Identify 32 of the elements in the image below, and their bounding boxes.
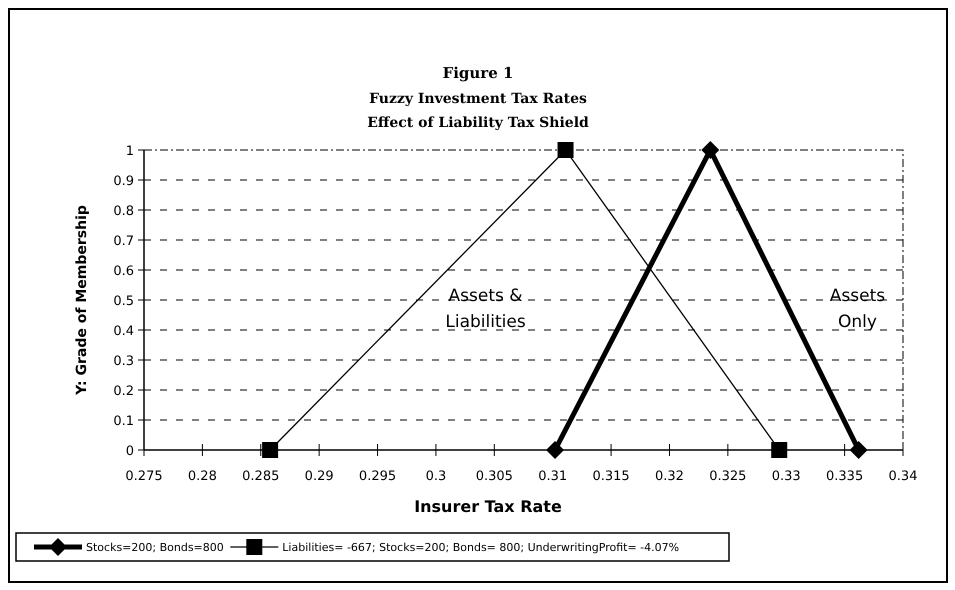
y-tick-label: 0.4: [113, 324, 134, 339]
x-tick-label: 0.305: [476, 469, 513, 484]
x-axis-title: Insurer Tax Rate: [414, 497, 562, 516]
y-tick-label: 0.6: [113, 264, 134, 279]
y-tick-label: 0.1: [113, 414, 134, 429]
x-tick-label: 0.28: [188, 469, 217, 484]
y-tick-label: 0.7: [113, 234, 134, 249]
x-tick-label: 0.275: [125, 469, 163, 484]
annotation: Assets Only: [830, 286, 886, 332]
y-tick-label: 0.8: [113, 204, 134, 219]
x-tick-label: 0.325: [709, 469, 746, 484]
x-tick-label: 0.33: [772, 469, 801, 484]
x-tick-label: 0.31: [538, 469, 568, 484]
x-tick-label: 0.335: [826, 469, 864, 484]
x-tick-label: 0.3: [426, 469, 446, 484]
legend-label: Liabilities= -667; Stocks=200; Bonds= 800; UnderwritingProfit= -4.07%: [282, 541, 680, 554]
x-tick-label: 0.315: [592, 469, 630, 484]
y-tick-label: 1: [126, 144, 134, 159]
y-tick-label: 0: [126, 444, 134, 459]
y-axis-title: Y: Grade of Membership: [74, 205, 90, 396]
y-tick-label: 0.5: [113, 294, 134, 309]
x-tick-label: 0.32: [654, 469, 684, 484]
chart-subtitle: Fuzzy Investment Tax Rates Effect of Liability Tax Shield: [367, 91, 590, 131]
legend-label: Stocks=200; Bonds=800: [86, 541, 224, 554]
y-tick-label: 0.3: [113, 354, 134, 369]
y-tick-label: 0.2: [113, 384, 134, 399]
x-tick-label: 0.29: [304, 469, 334, 484]
x-tick-label: 0.295: [358, 469, 396, 484]
y-tick-label: 0.9: [113, 174, 134, 189]
x-tick-label: 0.285: [242, 469, 280, 484]
chart-title: Figure 1: [442, 64, 514, 82]
x-tick-label: 0.34: [888, 469, 918, 484]
